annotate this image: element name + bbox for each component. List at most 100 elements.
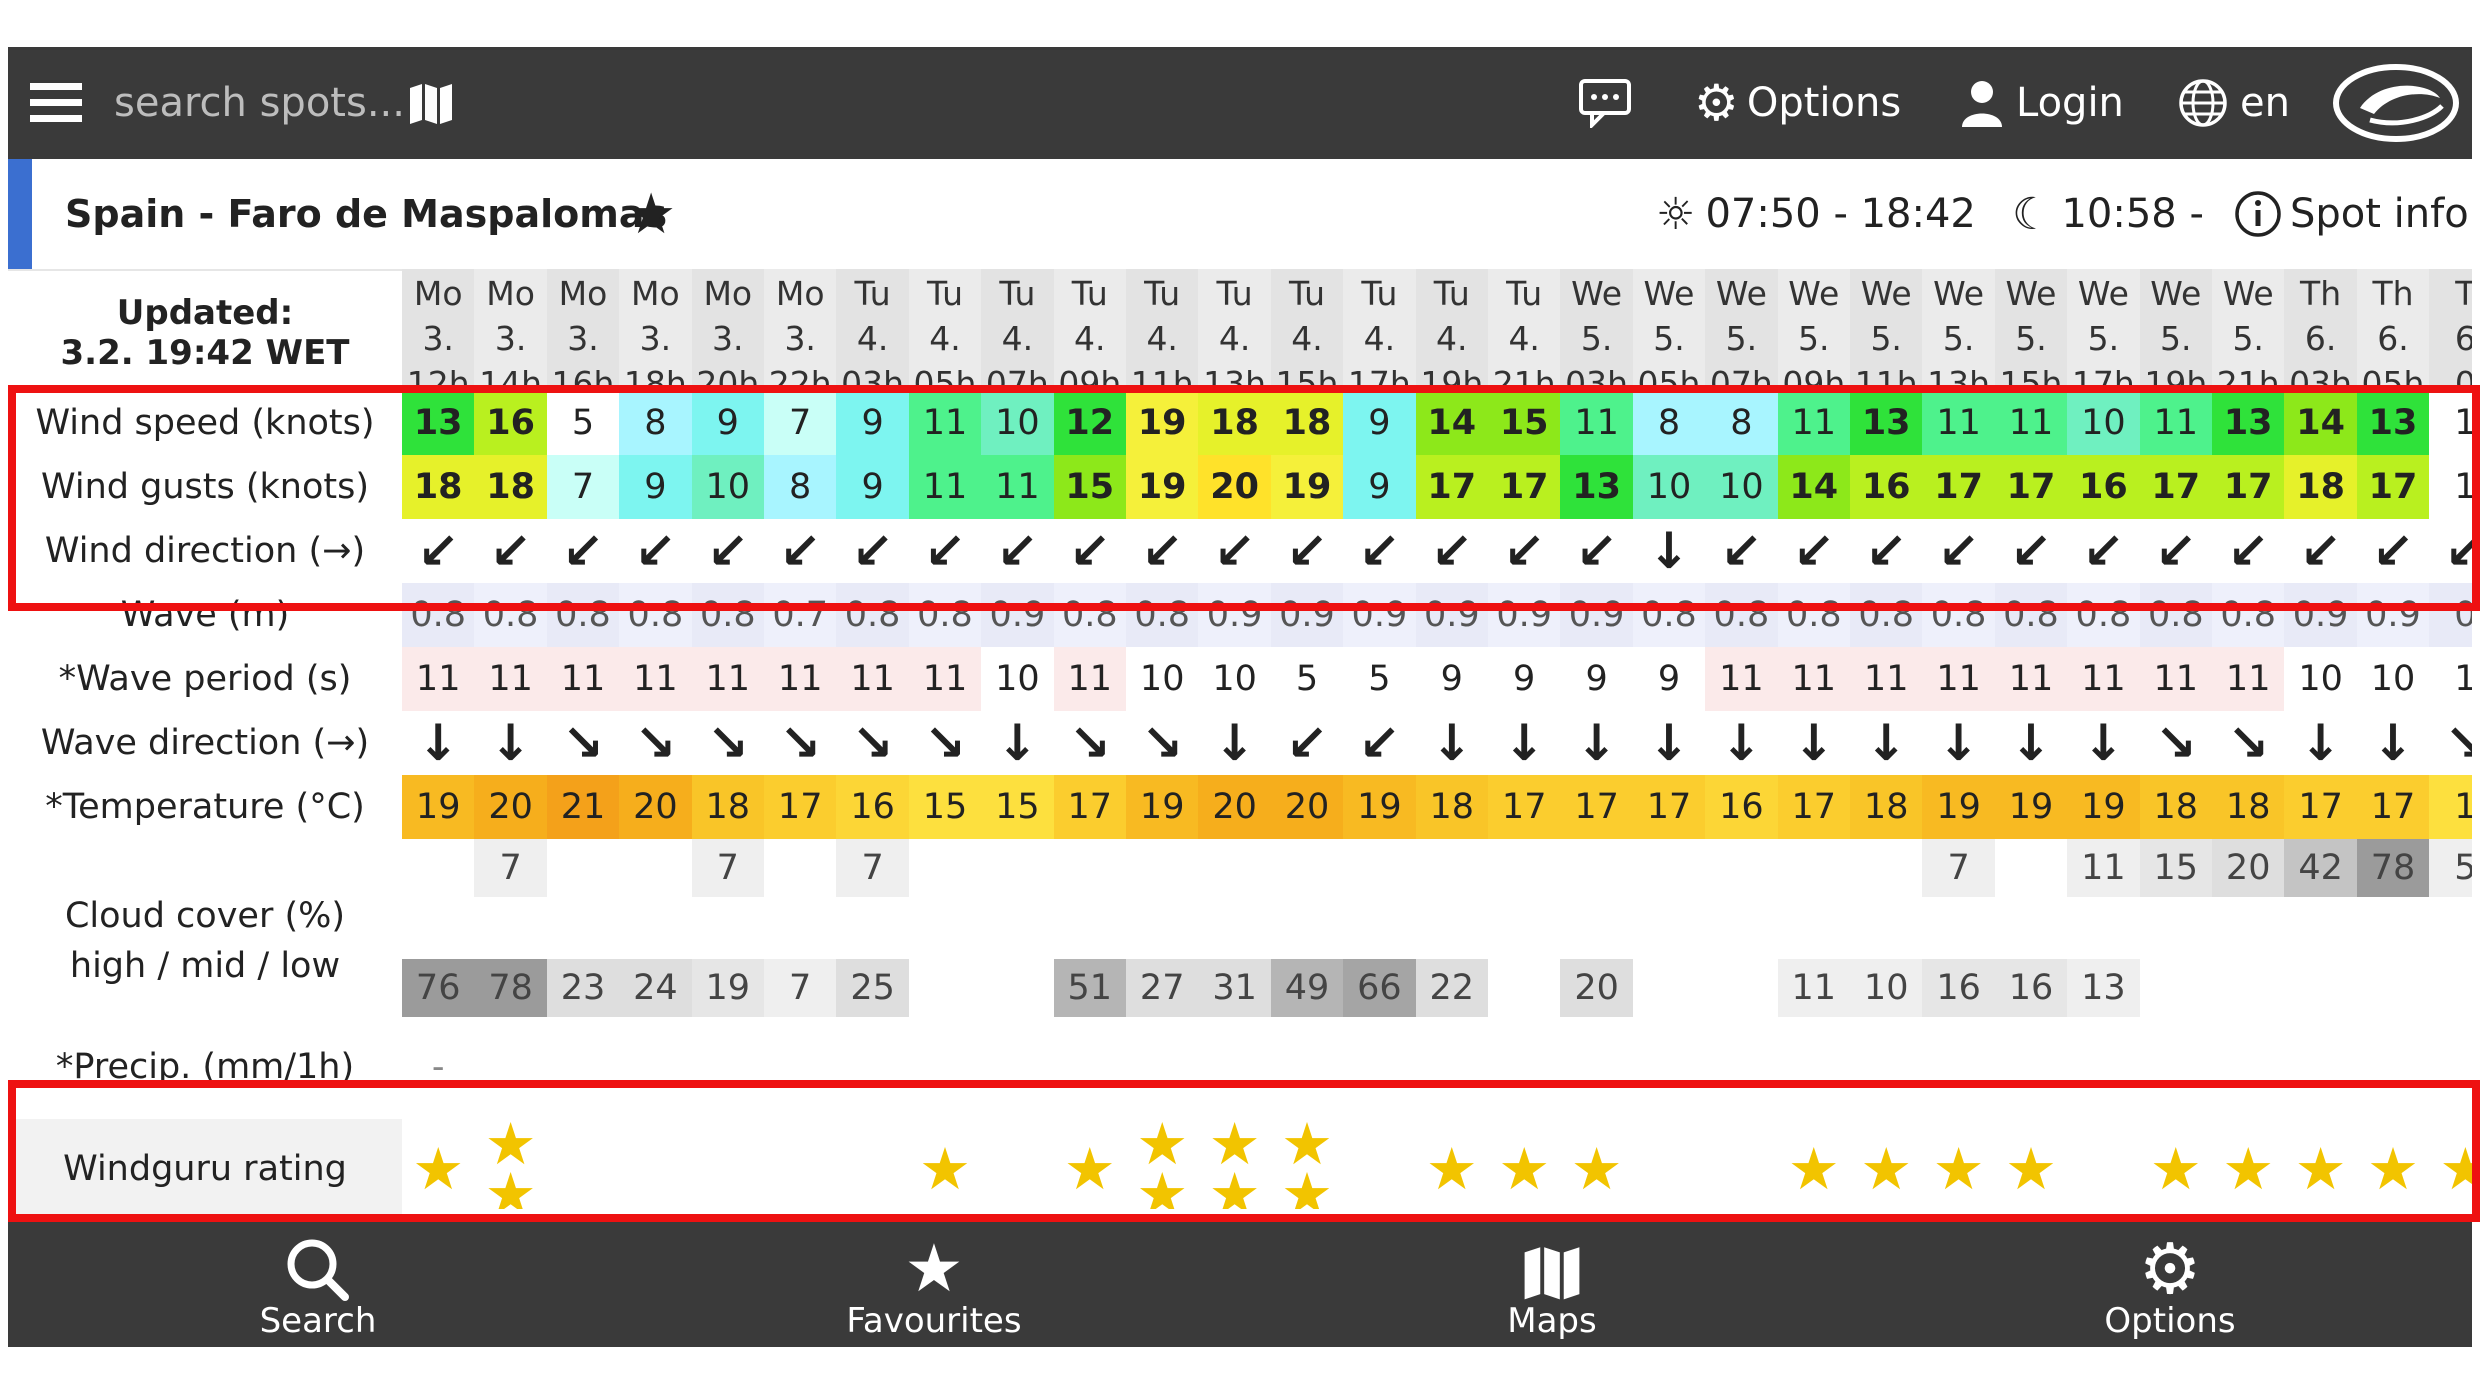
wave-direction-arrow-icon: ↓	[1575, 714, 1618, 772]
favourite-star-icon[interactable]: ★	[626, 181, 677, 247]
wind-speed-cell: 11	[1560, 391, 1633, 455]
temperature-cell: 20	[474, 775, 547, 839]
forecast-time-header: Mo 3. 12h	[402, 269, 475, 403]
cloud-low-cell: 20	[1560, 959, 1633, 1017]
forecast-time-header: We 5. 05h	[1632, 269, 1706, 403]
wave-period-cell: 11	[1994, 647, 2068, 711]
wave-direction-arrow-icon: ↙	[1286, 714, 1328, 772]
cloud-high-cell	[1198, 839, 1270, 897]
rating-cell	[1705, 1119, 1777, 1209]
wave-period-cell: 11	[546, 647, 620, 711]
wind-direction-arrow-icon: ↙	[996, 522, 1039, 580]
rating-cell	[1633, 1119, 1705, 1209]
wind-speed-cell: 10	[2067, 391, 2140, 455]
wave-direction-arrow-icon: ↙	[1358, 714, 1401, 772]
wave-cell: 0.9	[1270, 583, 1344, 647]
cloud-high-cell: 7	[836, 839, 909, 897]
header-day: Mo	[558, 274, 608, 313]
wave-direction-arrow-icon: ↘	[2444, 714, 2472, 772]
cloud-low-cell: 11	[1777, 959, 1850, 1017]
rating-cell: ★	[1995, 1119, 2067, 1209]
nav-search[interactable]: Search	[168, 1222, 468, 1347]
cloud-low-cell	[2212, 959, 2284, 1017]
wind-speed-cell: 11	[1922, 391, 1995, 455]
cloud-high-cell	[909, 839, 981, 897]
rating-star-icon: ★	[2294, 1135, 2347, 1203]
header-date: 3.	[784, 319, 816, 358]
wind-gusts-cell: 10	[691, 455, 764, 519]
nav-favourites[interactable]: ★ Favourites	[784, 1222, 1084, 1347]
header-date: 6.	[2304, 319, 2337, 358]
wave-direction-arrow-icon: ↓	[2082, 714, 2125, 772]
login-button[interactable]: Login	[1960, 47, 2124, 159]
wind-gusts-cell: 15	[1053, 455, 1126, 519]
cloud-high-cell	[1054, 839, 1126, 897]
temperature-cell: 19	[402, 775, 475, 839]
login-label: Login	[2016, 80, 2124, 126]
wave-cell: 0.8	[1994, 583, 2068, 647]
cloud-low-cell: 78	[474, 959, 547, 1017]
header-date: 4.	[1001, 319, 1034, 358]
wave-cell: 0.9	[2284, 583, 2357, 647]
cloud-high-cell	[1488, 839, 1560, 897]
rating-star-icon: ★	[1570, 1135, 1623, 1203]
cloud-low-cell: 25	[836, 959, 909, 1017]
header-day: We	[1933, 274, 1985, 313]
rating-star-icon: ★	[1425, 1135, 1478, 1203]
search-input[interactable]: search spots...	[114, 80, 405, 126]
header-date: 5.	[2087, 319, 2120, 358]
precip-label: *Precip. (mm/1h)	[55, 1047, 355, 1087]
wave-period-cell: 11	[1850, 647, 1923, 711]
wind-speed-cell: 8	[619, 391, 692, 455]
map-icon[interactable]	[408, 47, 454, 159]
wave-period-cell: 10	[2356, 647, 2430, 711]
wind-direction-arrow-icon: ↙	[1358, 522, 1401, 580]
nav-options[interactable]: ⚙ Options	[2020, 1222, 2320, 1347]
wave-period-cell: 11	[2139, 647, 2212, 711]
nav-maps[interactable]: Maps	[1402, 1222, 1702, 1347]
wind-speed-cell: 18	[1270, 391, 1344, 455]
wave-period-cell: 5	[1343, 647, 1416, 711]
wind-speed-label: Wind speed (knots)	[35, 403, 375, 443]
header-date: 4.	[1363, 319, 1396, 358]
header-date: 4.	[856, 319, 889, 358]
rating-cell: ★ ★	[1126, 1110, 1198, 1209]
temperature-cell: 15	[908, 775, 982, 839]
wind-direction-arrow-icon: ↙	[1720, 522, 1763, 580]
windguru-logo-icon[interactable]	[2330, 47, 2460, 159]
rating-star-icon: ★	[1136, 1110, 1189, 1178]
rating-cell: ★	[2429, 1119, 2472, 1209]
header-day: We	[2222, 274, 2274, 313]
header-date: 6.	[2377, 319, 2409, 358]
rating-star-icon: ★	[1280, 1160, 1333, 1209]
wave-direction-arrow-icon: ↘	[2227, 714, 2270, 772]
rating-cell: ★ ★	[474, 1115, 546, 1209]
options-menu[interactable]: ⚙ Options	[1694, 47, 1901, 159]
forecast-time-header: We 5. 13h	[1922, 269, 1995, 403]
wave-period-label: *Wave period (s)	[58, 659, 352, 699]
wave-direction-label: Wave direction (→)	[40, 723, 370, 763]
wind-speed-cell: 10	[981, 391, 1054, 455]
wave-period-cell: 11	[2212, 647, 2285, 711]
wave-period-cell: 11	[908, 647, 982, 711]
header-day: We	[1860, 274, 1912, 313]
wave-direction-arrow-icon: ↓	[489, 714, 532, 772]
menu-icon[interactable]	[30, 47, 82, 159]
chat-icon[interactable]	[1578, 47, 1632, 159]
wind-gusts-cell: 1	[2429, 455, 2472, 519]
rating-star-icon: ★	[1208, 1110, 1261, 1178]
language-selector[interactable]: en	[2178, 47, 2290, 159]
wave-period-cell: 9	[1632, 647, 1706, 711]
wind-direction-arrow-icon: ↙	[634, 522, 677, 580]
rating-cell	[2067, 1119, 2139, 1209]
temperature-cell: 17	[2356, 775, 2430, 839]
wind-direction-arrow-icon: ↙	[417, 522, 460, 580]
spot-info-button[interactable]: Spot info	[2234, 159, 2469, 269]
cloud-high-cell: 7	[474, 839, 547, 897]
wind-gusts-cell: 17	[1488, 455, 1561, 519]
wind-direction-arrow-icon: ↙	[1937, 522, 1980, 580]
wave-cell: 0.9	[1198, 583, 1271, 647]
rating-star-icon: ★	[2366, 1135, 2419, 1203]
wind-direction-arrow-icon: ↙	[924, 522, 966, 580]
